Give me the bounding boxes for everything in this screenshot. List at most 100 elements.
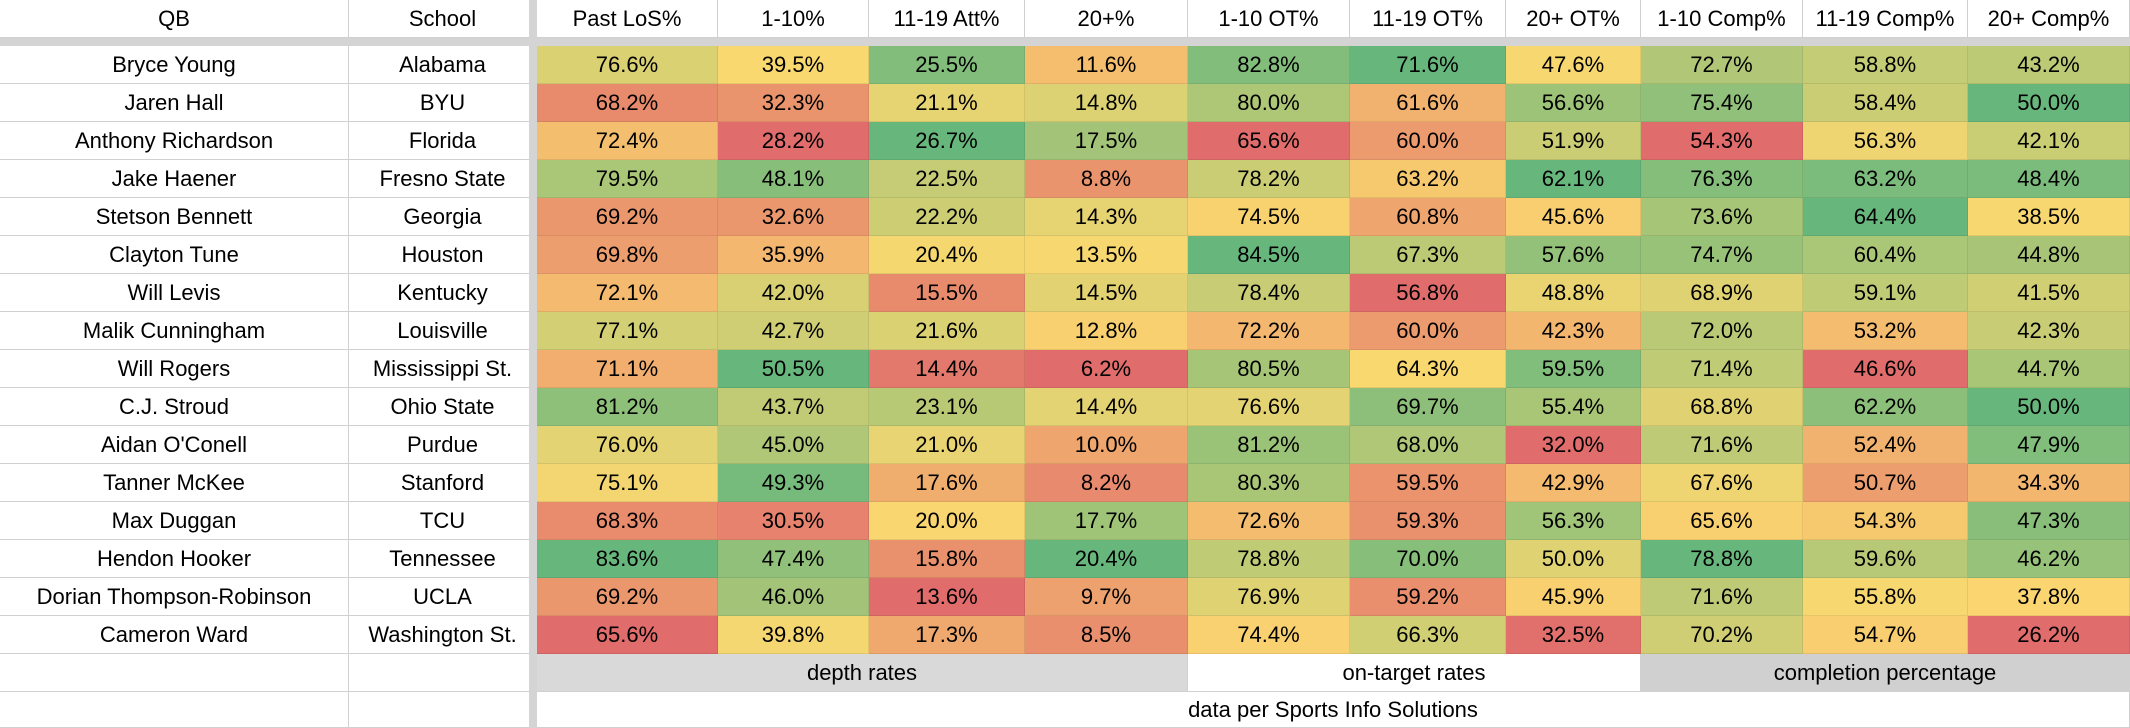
stat-cell[interactable]: 68.0% <box>1350 426 1506 464</box>
group-label[interactable]: completion percentage <box>1641 654 2130 692</box>
stat-cell[interactable]: 57.6% <box>1506 236 1641 274</box>
stat-cell[interactable]: 60.4% <box>1803 236 1968 274</box>
stat-cell[interactable]: 46.6% <box>1803 350 1968 388</box>
stat-cell[interactable]: 50.7% <box>1803 464 1968 502</box>
stat-cell[interactable]: 68.3% <box>537 502 718 540</box>
stat-cell[interactable]: 21.1% <box>869 84 1025 122</box>
stat-cell[interactable]: 15.8% <box>869 540 1025 578</box>
stat-cell[interactable]: 80.3% <box>1188 464 1350 502</box>
school-cell[interactable]: Fresno State <box>349 160 537 198</box>
stat-cell[interactable]: 42.1% <box>1968 122 2130 160</box>
stat-cell[interactable]: 71.6% <box>1350 46 1506 84</box>
stat-cell[interactable]: 14.4% <box>869 350 1025 388</box>
school-cell[interactable]: Kentucky <box>349 274 537 312</box>
stat-cell[interactable]: 30.5% <box>718 502 869 540</box>
stat-cell[interactable]: 48.1% <box>718 160 869 198</box>
stat-cell[interactable]: 72.1% <box>537 274 718 312</box>
stat-cell[interactable]: 17.7% <box>1025 502 1188 540</box>
stat-cell[interactable]: 20.4% <box>869 236 1025 274</box>
stat-cell[interactable]: 46.0% <box>718 578 869 616</box>
column-header[interactable]: 1-10 Comp% <box>1641 0 1803 38</box>
stat-cell[interactable]: 75.4% <box>1641 84 1803 122</box>
stat-cell[interactable]: 47.9% <box>1968 426 2130 464</box>
stat-cell[interactable]: 50.0% <box>1968 84 2130 122</box>
stat-cell[interactable]: 32.6% <box>718 198 869 236</box>
stat-cell[interactable]: 76.3% <box>1641 160 1803 198</box>
stat-cell[interactable]: 56.3% <box>1803 122 1968 160</box>
stat-cell[interactable]: 23.1% <box>869 388 1025 426</box>
stat-cell[interactable]: 71.1% <box>537 350 718 388</box>
school-cell[interactable]: Purdue <box>349 426 537 464</box>
group-label[interactable]: on-target rates <box>1188 654 1641 692</box>
stat-cell[interactable]: 8.5% <box>1025 616 1188 654</box>
stat-cell[interactable]: 9.7% <box>1025 578 1188 616</box>
stat-cell[interactable]: 51.9% <box>1506 122 1641 160</box>
stat-cell[interactable]: 76.0% <box>537 426 718 464</box>
qb-name-cell[interactable]: Will Levis <box>0 274 349 312</box>
stat-cell[interactable]: 35.9% <box>718 236 869 274</box>
school-cell[interactable]: Stanford <box>349 464 537 502</box>
stat-cell[interactable]: 71.4% <box>1641 350 1803 388</box>
stat-cell[interactable]: 20.4% <box>1025 540 1188 578</box>
stat-cell[interactable]: 65.6% <box>1641 502 1803 540</box>
column-header[interactable]: 1-10 OT% <box>1188 0 1350 38</box>
stat-cell[interactable]: 79.5% <box>537 160 718 198</box>
stat-cell[interactable]: 78.8% <box>1641 540 1803 578</box>
stat-cell[interactable]: 64.4% <box>1803 198 1968 236</box>
stat-cell[interactable]: 15.5% <box>869 274 1025 312</box>
stat-cell[interactable]: 47.3% <box>1968 502 2130 540</box>
stat-cell[interactable]: 17.6% <box>869 464 1025 502</box>
stat-cell[interactable]: 42.7% <box>718 312 869 350</box>
stat-cell[interactable]: 81.2% <box>537 388 718 426</box>
qb-name-cell[interactable]: Clayton Tune <box>0 236 349 274</box>
school-cell[interactable]: Washington St. <box>349 616 537 654</box>
stat-cell[interactable]: 32.3% <box>718 84 869 122</box>
stat-cell[interactable]: 17.3% <box>869 616 1025 654</box>
stat-cell[interactable]: 72.4% <box>537 122 718 160</box>
stat-cell[interactable]: 63.2% <box>1350 160 1506 198</box>
column-header[interactable]: 11-19 Att% <box>869 0 1025 38</box>
stat-cell[interactable]: 72.6% <box>1188 502 1350 540</box>
column-header[interactable]: QB <box>0 0 349 38</box>
stat-cell[interactable]: 58.8% <box>1803 46 1968 84</box>
stat-cell[interactable]: 41.5% <box>1968 274 2130 312</box>
stat-cell[interactable]: 77.1% <box>537 312 718 350</box>
column-header[interactable]: 20+% <box>1025 0 1188 38</box>
stat-cell[interactable]: 37.8% <box>1968 578 2130 616</box>
stat-cell[interactable]: 56.3% <box>1506 502 1641 540</box>
stat-cell[interactable]: 25.5% <box>869 46 1025 84</box>
stat-cell[interactable]: 17.5% <box>1025 122 1188 160</box>
stat-cell[interactable]: 69.8% <box>537 236 718 274</box>
stat-cell[interactable]: 50.5% <box>718 350 869 388</box>
stat-cell[interactable]: 76.6% <box>537 46 718 84</box>
stat-cell[interactable]: 54.3% <box>1803 502 1968 540</box>
stat-cell[interactable]: 47.6% <box>1506 46 1641 84</box>
stat-cell[interactable]: 62.1% <box>1506 160 1641 198</box>
stat-cell[interactable]: 59.5% <box>1350 464 1506 502</box>
qb-name-cell[interactable]: Aidan O'Conell <box>0 426 349 464</box>
stat-cell[interactable]: 50.0% <box>1968 388 2130 426</box>
qb-name-cell[interactable]: Max Duggan <box>0 502 349 540</box>
stat-cell[interactable]: 69.7% <box>1350 388 1506 426</box>
group-label[interactable]: depth rates <box>537 654 1188 692</box>
stat-cell[interactable]: 54.3% <box>1641 122 1803 160</box>
column-header[interactable]: 11-19 Comp% <box>1803 0 1968 38</box>
stat-cell[interactable]: 6.2% <box>1025 350 1188 388</box>
stat-cell[interactable]: 59.6% <box>1803 540 1968 578</box>
stat-cell[interactable]: 84.5% <box>1188 236 1350 274</box>
stat-cell[interactable]: 54.7% <box>1803 616 1968 654</box>
stat-cell[interactable]: 52.4% <box>1803 426 1968 464</box>
stat-cell[interactable]: 58.4% <box>1803 84 1968 122</box>
qb-name-cell[interactable]: Cameron Ward <box>0 616 349 654</box>
stat-cell[interactable]: 49.3% <box>718 464 869 502</box>
stat-cell[interactable]: 48.8% <box>1506 274 1641 312</box>
stat-cell[interactable]: 65.6% <box>1188 122 1350 160</box>
stat-cell[interactable]: 65.6% <box>537 616 718 654</box>
stat-cell[interactable]: 76.9% <box>1188 578 1350 616</box>
qb-name-cell[interactable]: Hendon Hooker <box>0 540 349 578</box>
stat-cell[interactable]: 43.7% <box>718 388 869 426</box>
stat-cell[interactable]: 53.2% <box>1803 312 1968 350</box>
stat-cell[interactable]: 13.5% <box>1025 236 1188 274</box>
stat-cell[interactable]: 64.3% <box>1350 350 1506 388</box>
school-cell[interactable]: Georgia <box>349 198 537 236</box>
